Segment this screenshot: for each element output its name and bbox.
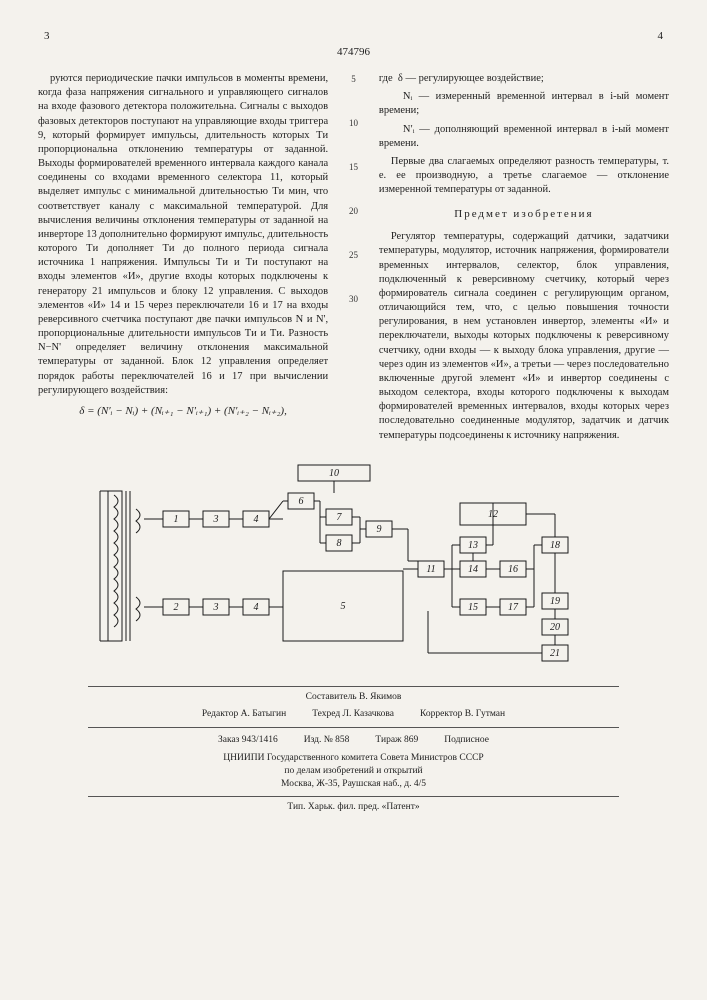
svg-text:1: 1: [174, 514, 179, 525]
svg-text:12: 12: [488, 509, 498, 520]
left-p1: руются периодические пачки импульсов в м…: [38, 72, 328, 398]
izd: Изд. № 858: [292, 734, 362, 747]
svg-text:7: 7: [337, 512, 343, 523]
def-ni: Nᵢ — измеренный временной интервал в i-ы…: [379, 90, 669, 118]
svg-text:9: 9: [377, 524, 382, 535]
patent-number: 474796: [38, 46, 669, 58]
svg-text:17: 17: [508, 602, 519, 613]
lineno: 25: [346, 250, 361, 260]
lineno: 30: [346, 294, 361, 304]
credits-row: Редактор А. Батыгин Техред Л. Казачкова …: [188, 706, 519, 723]
left-column: руются периодические пачки импульсов в м…: [38, 72, 328, 447]
svg-text:21: 21: [550, 648, 560, 659]
svg-text:19: 19: [550, 596, 560, 607]
defs-intro: где δ — регулирующее воздействие;: [379, 72, 669, 86]
svg-text:2: 2: [174, 602, 179, 613]
svg-text:8: 8: [337, 538, 342, 549]
formula-delta: δ = (N′ᵢ − Nᵢ) + (Nᵢ₊₁ − N′ᵢ₊₁) + (N′ᵢ₊₂…: [38, 404, 328, 419]
addr: Москва, Ж-35, Раушская наб., д. 4/5: [38, 778, 669, 791]
svg-text:10: 10: [329, 468, 339, 479]
page-right: 4: [658, 30, 664, 42]
corrector: Корректор В. Гутман: [408, 708, 517, 721]
page-numbers: 3 4: [38, 30, 669, 42]
svg-text:13: 13: [468, 540, 478, 551]
lineno: 15: [346, 162, 361, 172]
editor: Редактор А. Батыгин: [190, 708, 298, 721]
page-left: 3: [44, 30, 50, 42]
right-p3: Регулятор температуры, содержащий датчик…: [379, 230, 669, 443]
podpis: Подписное: [432, 734, 501, 747]
page: 3 4 474796 руются периодические пачки им…: [0, 0, 707, 1000]
tirazh: Тираж 869: [363, 734, 430, 747]
svg-text:3: 3: [213, 514, 219, 525]
tech: Техред Л. Казачкова: [300, 708, 406, 721]
lineno: 5: [346, 74, 361, 84]
svg-text:14: 14: [468, 564, 478, 575]
def-nip: N′ᵢ — дополняющий временной интервал в i…: [379, 123, 669, 151]
svg-text:16: 16: [508, 564, 518, 575]
svg-text:15: 15: [468, 602, 478, 613]
subject-heading: Предмет изобретения: [379, 207, 669, 222]
svg-text:6: 6: [299, 496, 304, 507]
line-numbers: 5 10 15 20 25 30: [346, 72, 361, 447]
compiler: Составитель В. Якимов: [38, 691, 669, 704]
org2: по делам изобретений и открытий: [38, 765, 669, 778]
svg-text:3: 3: [213, 602, 219, 613]
lineno: 10: [346, 118, 361, 128]
svg-text:18: 18: [550, 540, 560, 551]
text-columns: руются периодические пачки импульсов в м…: [38, 72, 669, 447]
block-diagram: 13467891023451112131416151718192021: [38, 461, 669, 676]
diagram-svg: 13467891023451112131416151718192021: [38, 461, 658, 671]
svg-text:4: 4: [254, 602, 259, 613]
lineno: 20: [346, 206, 361, 216]
org1: ЦНИИПИ Государственного комитета Совета …: [38, 752, 669, 765]
right-p2: Первые два слагаемых определяют разность…: [379, 155, 669, 198]
printer: Тип. Харьк. фил. пред. «Патент»: [38, 801, 669, 814]
order-row: Заказ 943/1416 Изд. № 858 Тираж 869 Подп…: [204, 732, 503, 749]
order: Заказ 943/1416: [206, 734, 290, 747]
svg-text:11: 11: [426, 564, 435, 575]
footer: Составитель В. Якимов Редактор А. Батыги…: [38, 686, 669, 814]
svg-text:4: 4: [254, 514, 259, 525]
svg-text:5: 5: [341, 601, 346, 612]
svg-text:20: 20: [550, 622, 560, 633]
right-column: где δ — регулирующее воздействие; Nᵢ — и…: [379, 72, 669, 447]
